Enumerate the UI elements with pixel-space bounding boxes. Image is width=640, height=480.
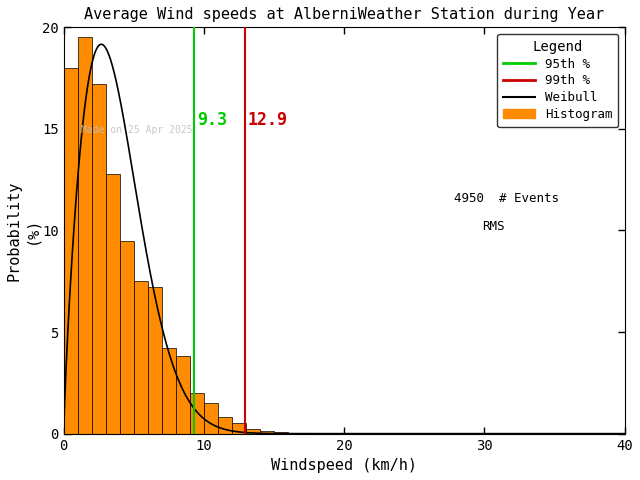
Bar: [162, 348, 176, 433]
Bar: [232, 423, 246, 433]
Bar: [246, 429, 260, 433]
Bar: [106, 174, 120, 433]
Bar: [134, 281, 148, 433]
Title: Average Wind speeds at AlberniWeather Station during Year: Average Wind speeds at AlberniWeather St…: [84, 7, 604, 22]
Text: 4950  # Events: 4950 # Events: [454, 192, 559, 205]
Bar: [148, 288, 162, 433]
Bar: [77, 37, 92, 433]
Bar: [274, 432, 288, 433]
X-axis label: Windspeed (km/h): Windspeed (km/h): [271, 458, 417, 473]
Text: 9.3: 9.3: [197, 111, 227, 129]
Bar: [260, 431, 274, 433]
Legend: 95th %, 99th %, Weibull, Histogram: 95th %, 99th %, Weibull, Histogram: [497, 34, 618, 127]
Text: Made on 25 Apr 2025: Made on 25 Apr 2025: [81, 125, 192, 135]
Bar: [218, 418, 232, 433]
Bar: [120, 240, 134, 433]
Text: 12.9: 12.9: [248, 111, 287, 129]
Bar: [64, 68, 77, 433]
Bar: [92, 84, 106, 433]
Bar: [176, 357, 190, 433]
Bar: [190, 393, 204, 433]
Y-axis label: Probability
(%): Probability (%): [7, 180, 39, 281]
Bar: [204, 403, 218, 433]
Text: RMS: RMS: [482, 220, 504, 233]
